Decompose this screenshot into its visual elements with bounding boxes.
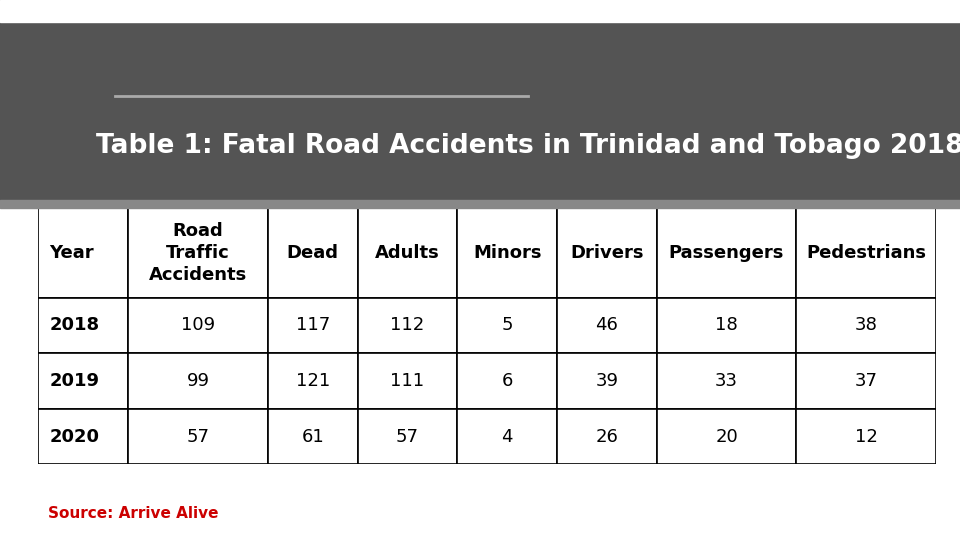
- Text: 2018: 2018: [49, 316, 99, 334]
- Text: Passengers: Passengers: [669, 244, 784, 262]
- Bar: [38, 409, 129, 464]
- Text: Road
Traffic
Accidents: Road Traffic Accidents: [149, 221, 247, 284]
- Bar: [657, 208, 797, 298]
- Bar: [129, 298, 268, 353]
- Text: 4: 4: [501, 428, 513, 445]
- Bar: [657, 298, 797, 353]
- Bar: [129, 208, 268, 298]
- Bar: [357, 298, 457, 353]
- Text: Pedestrians: Pedestrians: [806, 244, 926, 262]
- Bar: [357, 353, 457, 409]
- Text: 20: 20: [715, 428, 738, 445]
- Text: 33: 33: [715, 372, 738, 390]
- Text: 109: 109: [180, 316, 215, 334]
- Text: 5: 5: [501, 316, 513, 334]
- Bar: [357, 208, 457, 298]
- Bar: [268, 208, 357, 298]
- Bar: [797, 208, 936, 298]
- Text: 57: 57: [186, 428, 209, 445]
- Text: 112: 112: [391, 316, 424, 334]
- Bar: [357, 409, 457, 464]
- Bar: [557, 353, 657, 409]
- Text: 6: 6: [501, 372, 513, 390]
- Text: Year: Year: [49, 244, 94, 262]
- Text: 46: 46: [595, 316, 618, 334]
- Text: Adults: Adults: [375, 244, 440, 262]
- Text: 39: 39: [595, 372, 618, 390]
- Bar: [557, 409, 657, 464]
- Bar: [268, 409, 357, 464]
- Text: 2020: 2020: [49, 428, 99, 445]
- Text: Source: Arrive Alive: Source: Arrive Alive: [48, 505, 219, 521]
- Bar: [557, 298, 657, 353]
- Bar: [38, 208, 129, 298]
- Text: 18: 18: [715, 316, 738, 334]
- Bar: [268, 298, 357, 353]
- Bar: [129, 409, 268, 464]
- Bar: [268, 353, 357, 409]
- Bar: [129, 353, 268, 409]
- Text: 117: 117: [296, 316, 330, 334]
- Text: 57: 57: [396, 428, 419, 445]
- Text: 12: 12: [854, 428, 877, 445]
- Text: Dead: Dead: [287, 244, 339, 262]
- Bar: [797, 409, 936, 464]
- Bar: [38, 298, 129, 353]
- Bar: [457, 353, 557, 409]
- Bar: [457, 298, 557, 353]
- Text: 61: 61: [301, 428, 324, 445]
- Text: 99: 99: [186, 372, 209, 390]
- Bar: [557, 208, 657, 298]
- Text: 26: 26: [595, 428, 618, 445]
- Text: Minors: Minors: [473, 244, 541, 262]
- Text: Drivers: Drivers: [570, 244, 643, 262]
- Bar: [797, 298, 936, 353]
- Text: Table 1: Fatal Road Accidents in Trinidad and Tobago 2018-2020: Table 1: Fatal Road Accidents in Trinida…: [96, 133, 960, 159]
- Text: 2019: 2019: [49, 372, 99, 390]
- Text: 111: 111: [391, 372, 424, 390]
- Text: 37: 37: [854, 372, 877, 390]
- Bar: [457, 208, 557, 298]
- Bar: [797, 353, 936, 409]
- Bar: [457, 409, 557, 464]
- Bar: [38, 353, 129, 409]
- Bar: [657, 353, 797, 409]
- Text: 38: 38: [854, 316, 877, 334]
- Bar: [657, 409, 797, 464]
- Text: 121: 121: [296, 372, 330, 390]
